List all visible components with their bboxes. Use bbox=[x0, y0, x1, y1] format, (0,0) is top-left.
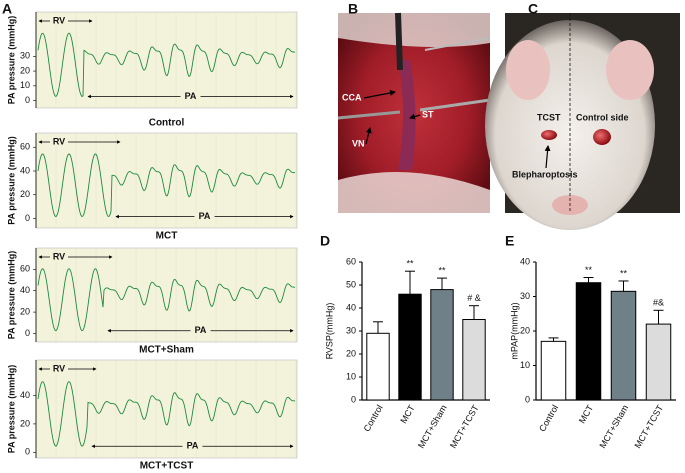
y-tick-label: 0 bbox=[25, 95, 30, 105]
y-tick-label: 20 bbox=[20, 306, 30, 316]
y-axis-label: PA pressure (mmHg) bbox=[6, 136, 16, 225]
photo-label: TCST bbox=[537, 112, 561, 122]
pointer-arrow bbox=[544, 145, 551, 169]
panel-label: C bbox=[528, 1, 538, 17]
y-tick-label: 10 bbox=[20, 80, 30, 90]
significance-label: ** bbox=[585, 265, 593, 275]
label-bg bbox=[194, 211, 215, 222]
bar bbox=[462, 319, 486, 401]
significance-label: ** bbox=[620, 268, 628, 278]
significance-label: # & bbox=[467, 293, 481, 303]
y-tick-label: 40 bbox=[346, 302, 356, 312]
x-tick-label: Control bbox=[362, 403, 385, 433]
rv-label: RV bbox=[53, 363, 65, 373]
pa-label: PA bbox=[185, 91, 197, 101]
photo-label: ST bbox=[422, 109, 434, 119]
photo-label: VN bbox=[352, 138, 365, 148]
label-bg bbox=[50, 137, 68, 147]
y-axis-label: mPAP(mmHg) bbox=[509, 302, 519, 359]
label-bg bbox=[180, 91, 201, 102]
y-tick-label: 40 bbox=[520, 256, 530, 266]
bar bbox=[575, 282, 602, 401]
pressure-trace bbox=[37, 32, 296, 98]
trace-caption: Control bbox=[149, 118, 185, 129]
y-tick-label: 20 bbox=[20, 189, 30, 199]
y-axis-label: RVSP(mmHg) bbox=[324, 303, 334, 360]
photo-label: Control side bbox=[576, 112, 629, 122]
rv-label: RV bbox=[53, 15, 65, 25]
trace-caption: MCT+Sham bbox=[139, 345, 194, 356]
y-tick-label: 0 bbox=[25, 213, 30, 223]
x-tick-label: Control bbox=[537, 403, 560, 433]
bar bbox=[610, 290, 637, 401]
y-tick-label: 40 bbox=[20, 285, 30, 295]
y-axis-label: PA pressure (mmHg) bbox=[6, 16, 16, 105]
pressure-trace bbox=[37, 268, 296, 332]
y-tick-label: 60 bbox=[20, 264, 30, 274]
significance-label: ** bbox=[438, 265, 446, 275]
y-tick-label: 30 bbox=[520, 291, 530, 301]
panel-label: E bbox=[505, 233, 514, 249]
y-tick-label: 20 bbox=[346, 348, 356, 358]
rv-label: RV bbox=[53, 136, 65, 146]
y-tick-label: 20 bbox=[20, 418, 30, 428]
panel-label: A bbox=[2, 1, 12, 17]
y-tick-label: 20 bbox=[520, 325, 530, 335]
photo-label: Blepharoptosis bbox=[512, 169, 578, 179]
panel-label: D bbox=[320, 233, 330, 249]
y-tick-label: 30 bbox=[20, 51, 30, 61]
y-tick-label: 0 bbox=[25, 328, 30, 338]
label-bg bbox=[50, 364, 68, 374]
trace-caption: MCT bbox=[156, 231, 178, 242]
y-tick-label: 20 bbox=[20, 65, 30, 75]
surgery-photo bbox=[337, 12, 491, 213]
x-tick-label: MCT+Sham bbox=[597, 403, 630, 450]
y-tick-label: 60 bbox=[346, 256, 356, 266]
y-tick-label: 0 bbox=[525, 394, 530, 404]
pointer-arrow bbox=[365, 127, 372, 145]
y-axis-label: PA pressure (mmHg) bbox=[6, 251, 16, 340]
bar bbox=[398, 293, 422, 401]
x-tick-label: MCT bbox=[577, 403, 596, 425]
significance-label: ** bbox=[406, 259, 414, 269]
y-tick-label: 0 bbox=[25, 447, 30, 457]
trace-caption: MCT+TCST bbox=[140, 461, 194, 472]
bar bbox=[645, 323, 672, 401]
label-bg bbox=[182, 441, 203, 452]
y-tick-label: 40 bbox=[20, 165, 30, 175]
x-tick-label: MCT+TCST bbox=[448, 403, 481, 450]
rv-label: RV bbox=[53, 251, 65, 261]
pa-label: PA bbox=[199, 211, 211, 221]
pointer-arrow bbox=[363, 90, 396, 99]
x-tick-label: MCT+Sham bbox=[416, 403, 449, 450]
panel-label: B bbox=[348, 1, 358, 17]
x-tick-label: MCT+TCST bbox=[633, 403, 666, 450]
significance-label: #& bbox=[653, 298, 664, 308]
pa-label: PA bbox=[187, 441, 199, 451]
label-bg bbox=[190, 325, 211, 336]
y-tick-label: 10 bbox=[520, 360, 530, 370]
pointer-arrow bbox=[409, 113, 421, 120]
x-tick-label: MCT bbox=[398, 403, 417, 425]
pa-label: PA bbox=[195, 325, 207, 335]
y-tick-label: 60 bbox=[20, 142, 30, 152]
pressure-trace bbox=[37, 381, 296, 447]
y-tick-label: 30 bbox=[346, 325, 356, 335]
y-tick-label: 10 bbox=[346, 371, 356, 381]
bar bbox=[540, 340, 567, 401]
y-axis-label: PA pressure (mmHg) bbox=[6, 365, 16, 454]
y-tick-label: 40 bbox=[20, 390, 30, 400]
rat-photo bbox=[485, 13, 680, 230]
y-tick-label: 0 bbox=[351, 394, 356, 404]
label-bg bbox=[50, 16, 68, 26]
pressure-trace bbox=[37, 153, 296, 218]
bar bbox=[366, 332, 390, 401]
label-bg bbox=[50, 252, 68, 262]
y-tick-label: 50 bbox=[346, 279, 356, 289]
photo-label: CCA bbox=[342, 92, 362, 102]
bar bbox=[430, 289, 454, 401]
